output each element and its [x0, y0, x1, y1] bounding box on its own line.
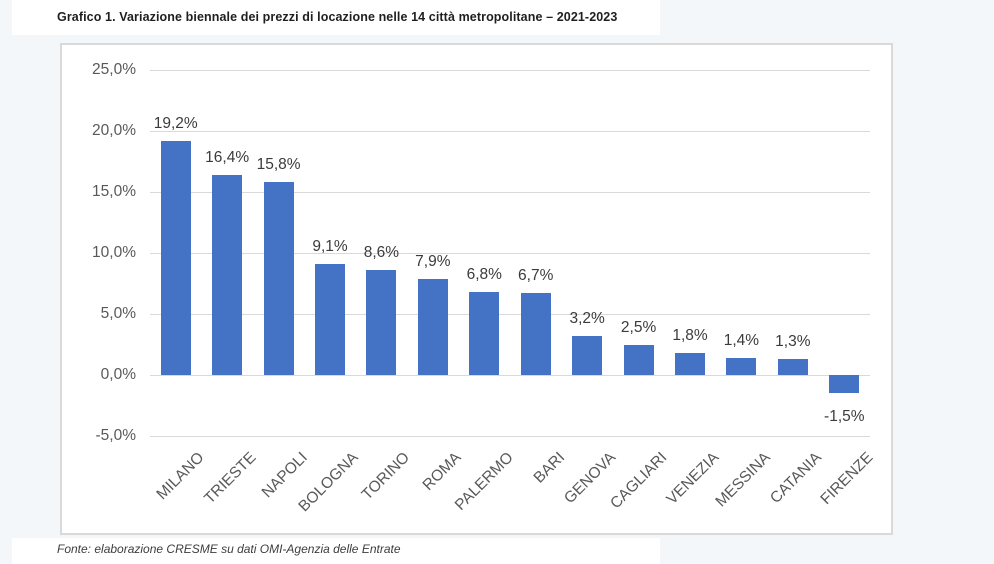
- y-axis-tick-label: -5,0%: [95, 427, 137, 444]
- bar-bologna: [315, 263, 345, 375]
- y-axis-tick-label: 20,0%: [92, 122, 136, 139]
- value-label-trieste: 16,4%: [205, 148, 250, 166]
- bar-cagliari: [623, 344, 654, 375]
- x-axis-label-catania: CATANIA: [766, 449, 825, 507]
- gridline: [150, 253, 870, 254]
- x-axis-label-torino: TORINO: [359, 449, 414, 504]
- gridline: [150, 192, 870, 193]
- gridline: [150, 375, 870, 376]
- x-axis-label-bari: BARI: [530, 449, 568, 487]
- bar-trieste: [212, 174, 243, 375]
- gridline: [150, 131, 870, 132]
- source-note: Fonte: elaborazione CRESME su dati OMI-A…: [57, 542, 401, 556]
- gridline: [150, 70, 870, 71]
- value-label-bari: 6,7%: [518, 267, 554, 285]
- bar-bari: [520, 293, 551, 375]
- bar-messina: [726, 357, 757, 375]
- value-label-roma: 7,9%: [415, 252, 451, 270]
- gridline: [150, 314, 870, 315]
- x-axis-label-firenze: FIRENZE: [817, 449, 877, 508]
- y-axis-tick-label: 10,0%: [92, 244, 136, 261]
- bar-napoli: [263, 182, 294, 375]
- y-axis-tick-label: 0,0%: [100, 366, 136, 383]
- value-label-genova: 3,2%: [569, 309, 605, 327]
- bar-roma: [417, 278, 448, 375]
- value-label-venezia: 1,8%: [672, 327, 708, 345]
- bar-milano: [160, 140, 191, 375]
- y-axis-tick-label: 25,0%: [92, 61, 136, 78]
- x-axis-label-roma: ROMA: [419, 449, 465, 494]
- bar-torino: [366, 270, 397, 375]
- value-label-torino: 8,6%: [363, 244, 400, 262]
- value-label-messina: 1,4%: [723, 331, 760, 349]
- value-label-palermo: 6,8%: [466, 266, 502, 284]
- value-label-firenze: -1,5%: [824, 408, 865, 426]
- bar-catania: [777, 359, 808, 375]
- value-label-cagliari: 2,5%: [620, 318, 657, 336]
- x-axis-label-milano: MILANO: [153, 449, 208, 504]
- bar-firenze: [829, 375, 860, 394]
- y-axis-tick-label: 5,0%: [100, 305, 136, 322]
- source-background-band: [12, 538, 660, 564]
- chart-title: Grafico 1. Variazione biennale dei prezz…: [57, 10, 618, 24]
- title-background-band: [12, 0, 660, 35]
- bar-palermo: [469, 292, 500, 375]
- value-label-milano: 19,2%: [153, 114, 198, 132]
- y-axis-tick-label: 15,0%: [92, 183, 136, 200]
- bar-venezia: [675, 353, 705, 375]
- value-label-napoli: 15,8%: [256, 156, 301, 174]
- gridline: [150, 436, 870, 437]
- value-label-bologna: 9,1%: [312, 237, 348, 255]
- bar-genova: [572, 335, 603, 375]
- value-label-catania: 1,3%: [775, 333, 811, 351]
- x-axis-label-trieste: TRIESTE: [200, 449, 260, 508]
- x-axis-label-messina: MESSINA: [712, 449, 774, 511]
- chart-panel: 25,0% 20,0% 15,0% 10,0% 5,0% 0,0% -5,0% 19,2% 1…: [60, 43, 893, 535]
